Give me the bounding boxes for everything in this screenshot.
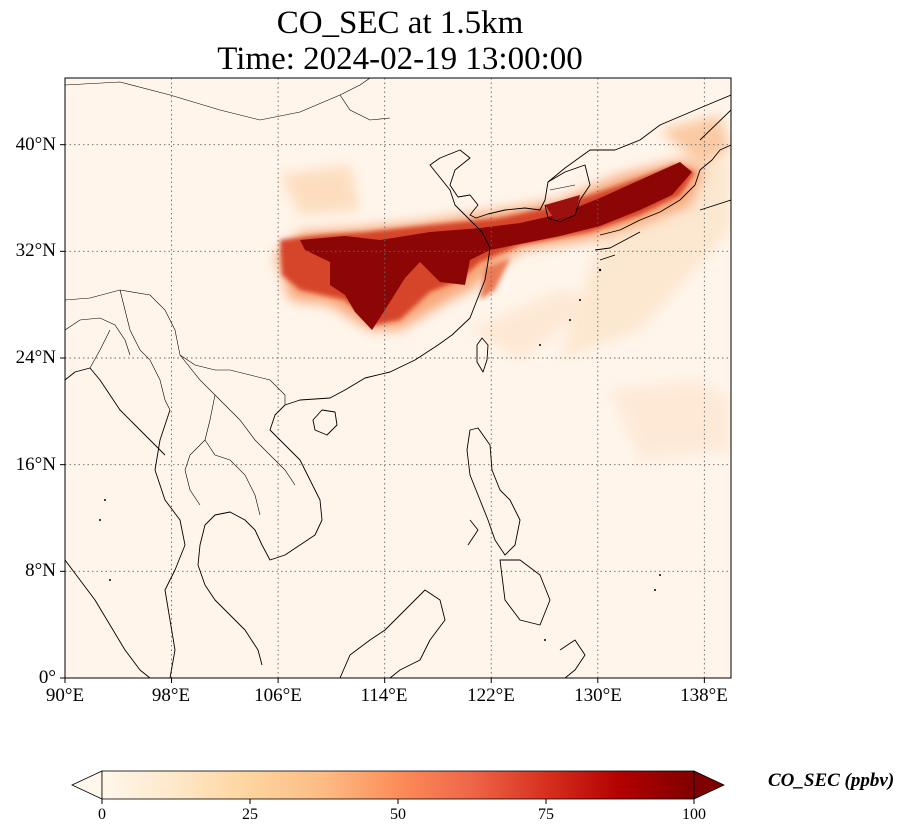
lon-tick-label: 122°E — [467, 685, 515, 706]
map-title: CO_SEC at 1.5km — [276, 5, 524, 41]
lon-tick-label: 114°E — [360, 685, 408, 706]
plot-frame — [64, 77, 732, 679]
colorbar-label: CO_SEC (ppbv) — [768, 770, 895, 791]
colorbar — [71, 770, 725, 804]
colorbar-tick-label: 100 — [682, 806, 706, 823]
colorbar-tick-marks — [101, 799, 695, 804]
lon-tick-label: 130°E — [574, 685, 622, 706]
lat-tick-label: 24°N — [15, 347, 56, 368]
country-borders — [65, 78, 576, 516]
colorbar-tick-label: 0 — [98, 806, 106, 823]
lon-tick-label: 90°E — [45, 685, 85, 706]
lat-lon-gridlines — [65, 78, 731, 678]
lat-tick-label: 32°N — [15, 240, 56, 261]
axis-tick-marks — [60, 144, 705, 683]
lat-tick-label: 16°N — [15, 454, 56, 475]
map-background — [65, 78, 731, 678]
colorbar-high-extend-arrow — [693, 770, 725, 800]
lon-tick-label: 138°E — [680, 685, 728, 706]
colorbar-low-extend-arrow — [71, 770, 103, 800]
lat-tick-label: 40°N — [15, 134, 56, 155]
lat-tick-label: 0° — [38, 667, 56, 688]
lat-tick-label: 8°N — [25, 560, 56, 581]
map-time-subtitle: Time: 2024-02-19 13:00:00 — [217, 41, 583, 77]
concentration-plume — [275, 115, 731, 460]
lon-tick-label: 106°E — [254, 685, 302, 706]
coastlines — [65, 94, 731, 678]
colorbar-tick-label: 50 — [390, 806, 406, 823]
lon-tick-label: 98°E — [151, 685, 191, 706]
colorbar-gradient — [102, 771, 694, 799]
colorbar-tick-label: 75 — [538, 806, 554, 823]
islands — [99, 268, 661, 641]
colorbar-tick-label: 25 — [242, 806, 258, 823]
